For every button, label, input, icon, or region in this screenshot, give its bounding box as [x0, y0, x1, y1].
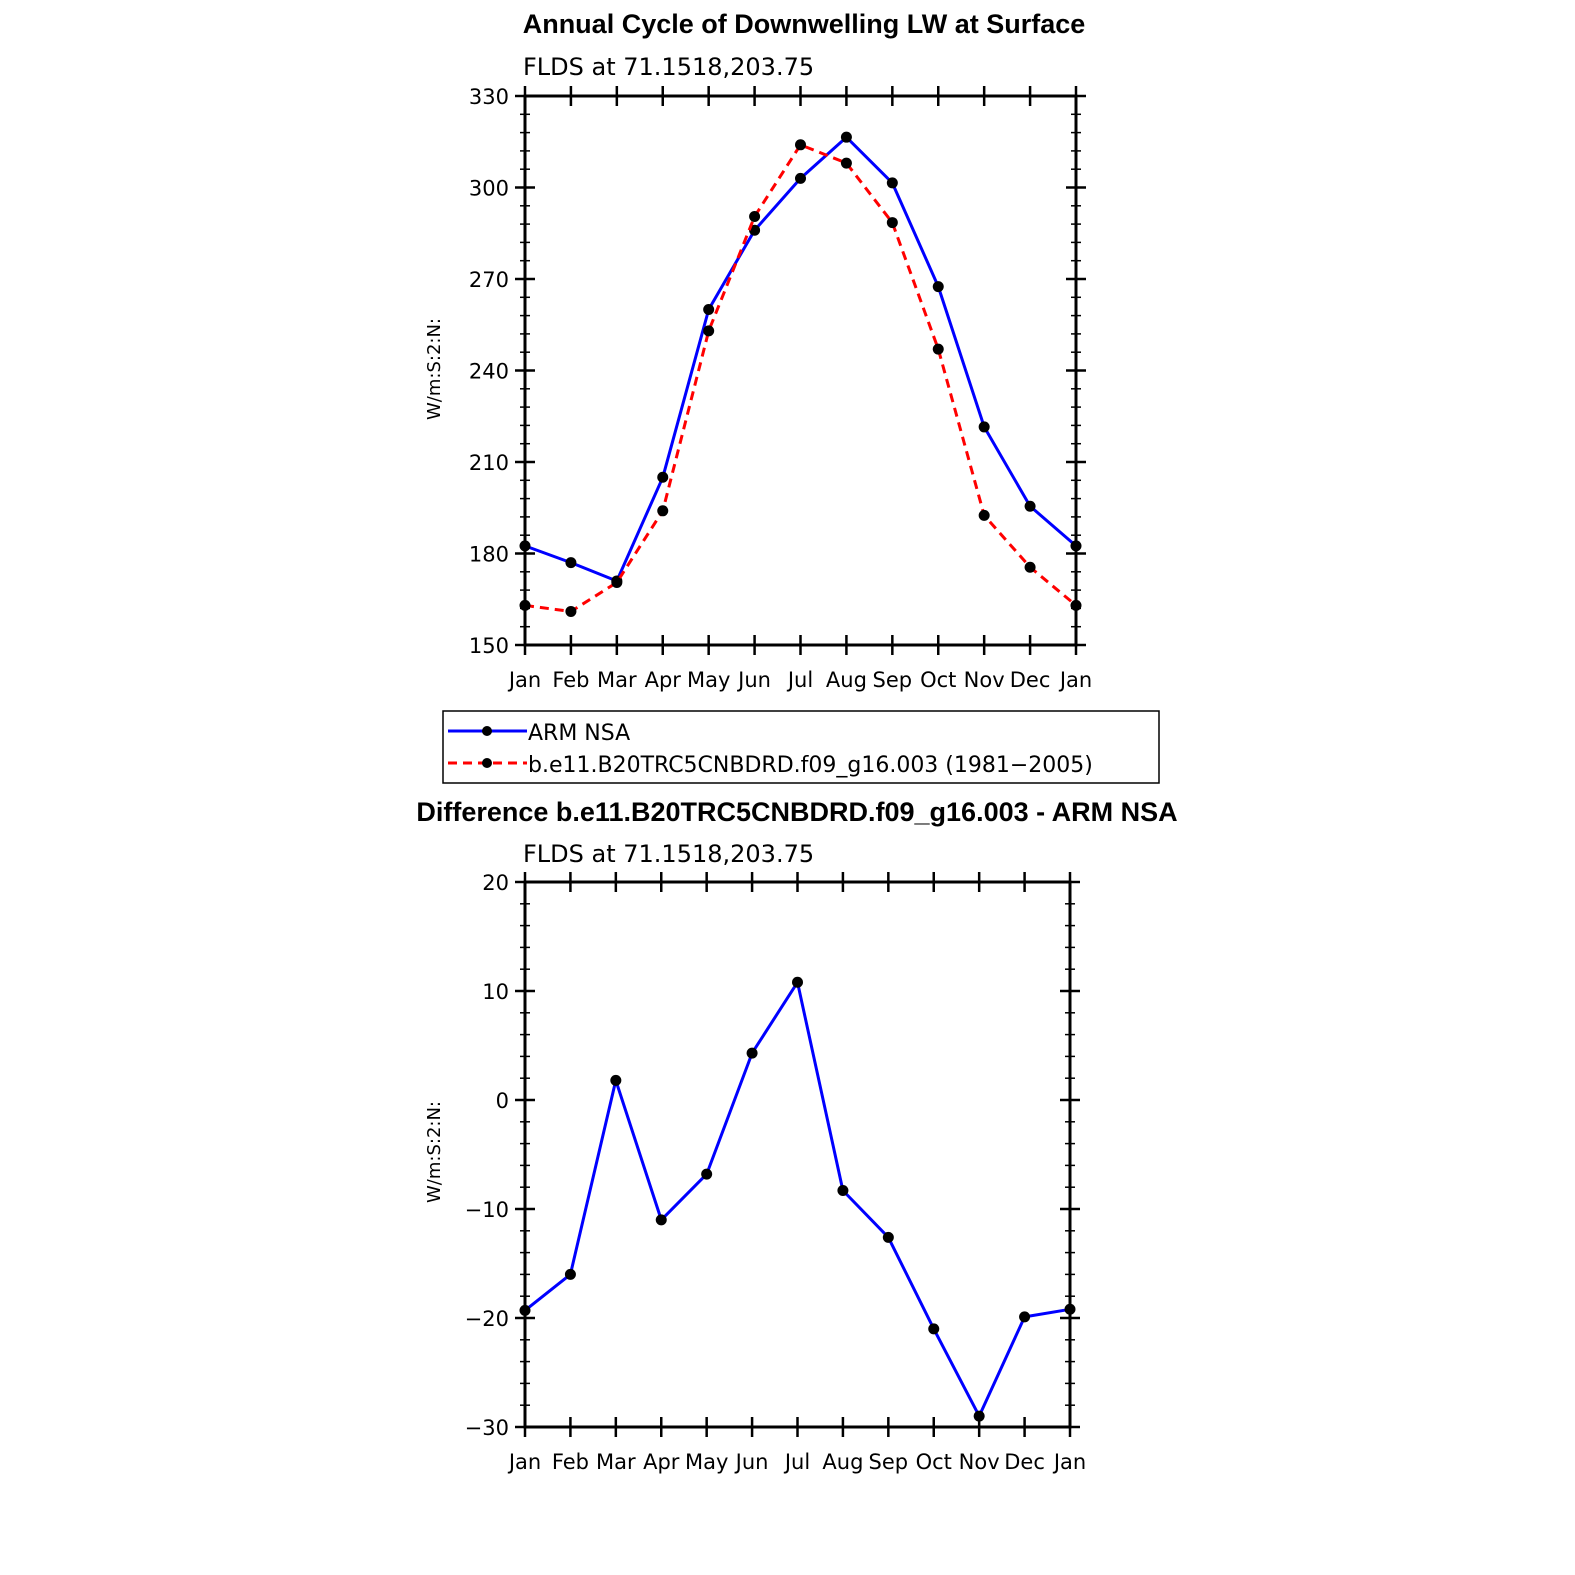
legend-marker-model [482, 758, 492, 768]
series-1-point [1024, 561, 1036, 573]
y-tick-label: 180 [469, 543, 509, 567]
chart2-subtitle: FLDS at 71.1518,203.75 [523, 840, 814, 868]
series-0-point [928, 1323, 940, 1335]
y-tick-label: 0 [496, 1089, 509, 1113]
difference-chart: Difference b.e11.B20TRC5CNBDRD.f09_g16.0… [416, 797, 1177, 1474]
x-tick-label: Jan [507, 1450, 541, 1474]
y-tick-label: −30 [465, 1416, 509, 1440]
series-0-point [1024, 500, 1036, 512]
series-1-point [611, 576, 623, 588]
y-tick-label: 300 [469, 177, 509, 201]
series-0-point [746, 1047, 758, 1059]
series-1-point [932, 343, 944, 355]
x-tick-label: Jun [734, 1450, 769, 1474]
y-tick-label: 210 [469, 451, 509, 475]
y-tick-label: 330 [469, 85, 509, 109]
series-0-point [882, 1231, 894, 1243]
series-line-0 [524, 980, 1071, 1418]
series-0-point [840, 131, 852, 143]
x-tick-label: Mar [597, 668, 637, 692]
series-line-1 [524, 143, 1077, 613]
series-0-point [837, 1184, 849, 1196]
series-1-point [978, 509, 990, 521]
x-tick-label: Jan [1052, 1450, 1086, 1474]
y-tick-label: 10 [482, 980, 509, 1004]
y-tick-label: −10 [465, 1198, 509, 1222]
chart1-subtitle: FLDS at 71.1518,203.75 [523, 53, 814, 81]
series-0-point [519, 540, 531, 552]
x-tick-label: May [685, 1450, 728, 1474]
series-1-point [749, 210, 761, 222]
x-tick-label: Nov [959, 1450, 1000, 1474]
series-0-point [792, 976, 803, 988]
y-tick-label: 240 [469, 360, 509, 384]
series-0-point [749, 224, 761, 236]
chart2-title: Difference b.e11.B20TRC5CNBDRD.f09_g16.0… [416, 797, 1177, 827]
series-0-point [564, 1268, 576, 1280]
series-line-0 [524, 135, 1077, 583]
x-tick-label: Apr [643, 1450, 680, 1474]
x-tick-label: Jul [783, 1450, 810, 1474]
x-tick-label: Sep [869, 1450, 909, 1474]
x-tick-label: Aug [826, 668, 867, 692]
x-tick-label: Jan [1058, 668, 1092, 692]
series-1-point [565, 605, 577, 617]
series-0-point [519, 1304, 531, 1316]
x-tick-label: Oct [920, 668, 956, 692]
x-tick-label: Jul [786, 668, 813, 692]
x-tick-label: Oct [916, 1450, 952, 1474]
series-1-point [795, 139, 806, 151]
series-0-point [932, 281, 944, 293]
series-0-point [655, 1214, 667, 1226]
legend-label-model: b.e11.B20TRC5CNBDRD.f09_g16.003 (1981−20… [528, 753, 1093, 778]
series-0-point [795, 172, 806, 184]
x-tick-label: Mar [596, 1450, 636, 1474]
series-1-point [657, 505, 669, 517]
chart2-y-axis-label: W/m:S:2:N: [424, 1101, 445, 1203]
series-0-point [703, 304, 715, 315]
annual-cycle-chart: Annual Cycle of Downwelling LW at Surfac… [424, 9, 1092, 692]
series-1-point [519, 599, 531, 611]
x-tick-label: Sep [873, 668, 913, 692]
series-0-point [565, 557, 577, 569]
y-tick-label: 20 [482, 871, 509, 895]
y-tick-label: 270 [469, 268, 509, 292]
series-0-point [1064, 1303, 1076, 1315]
legend-frame [442, 710, 1160, 784]
series-1-point [840, 157, 852, 169]
series-1-point [886, 217, 898, 229]
series-1-point [703, 325, 715, 337]
y-tick-label: −20 [465, 1307, 509, 1331]
chart1-title: Annual Cycle of Downwelling LW at Surfac… [523, 9, 1086, 39]
series-0-point [886, 177, 898, 189]
series-0-point [973, 1410, 985, 1422]
x-tick-label: Feb [552, 668, 589, 692]
chart2-plot-frame [523, 880, 1072, 1429]
series-0-point [610, 1074, 622, 1086]
x-tick-label: Aug [822, 1450, 863, 1474]
x-tick-label: Jun [736, 668, 771, 692]
series-0-point [1019, 1311, 1031, 1323]
series-1-point [1070, 599, 1082, 611]
legend-label-arm-nsa: ARM NSA [528, 721, 630, 746]
series-0-point [701, 1168, 713, 1180]
y-tick-label: 150 [469, 634, 509, 658]
x-tick-label: May [687, 668, 730, 692]
x-tick-label: Apr [645, 668, 682, 692]
x-tick-label: Dec [1004, 1450, 1045, 1474]
series-0-point [978, 421, 990, 433]
x-tick-label: Jan [507, 668, 541, 692]
chart1-legend: ARM NSA b.e11.B20TRC5CNBDRD.f09_g16.003 … [442, 710, 1160, 784]
x-tick-label: Nov [964, 668, 1005, 692]
legend-marker-arm-nsa [482, 726, 492, 736]
x-tick-label: Dec [1010, 668, 1051, 692]
series-0-point [657, 471, 669, 483]
chart1-y-axis-label: W/m:S:2:N: [424, 318, 445, 420]
x-tick-label: Feb [552, 1450, 589, 1474]
series-0-point [1070, 540, 1082, 552]
